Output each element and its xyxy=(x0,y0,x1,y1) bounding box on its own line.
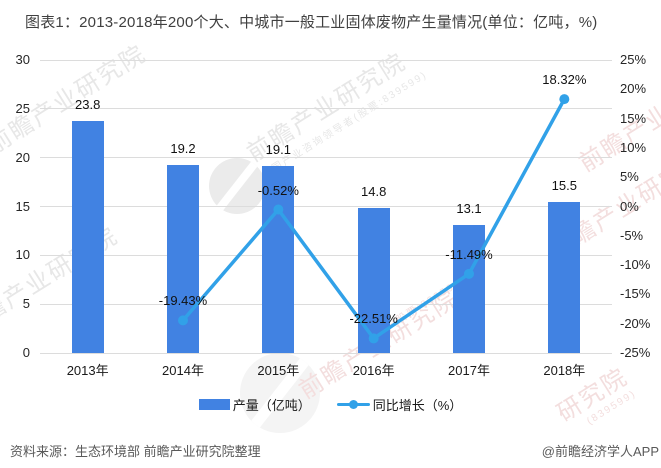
chart-title: 图表1：2013-2018年200个大、中城市一般工业固体废物产生量情况(单位：… xyxy=(25,14,598,31)
y-axis-left-tick: 20 xyxy=(15,149,30,165)
legend-label-growth: 同比增长（%） xyxy=(372,398,463,413)
y-axis-right-tick: 20% xyxy=(620,81,647,97)
bar-2014年 xyxy=(167,165,199,353)
y-axis-left-tick: 30 xyxy=(15,52,30,67)
grid-line xyxy=(40,254,612,256)
legend-item-growth: 同比增长（%） xyxy=(336,395,463,414)
line-value-label: 18.32% xyxy=(542,72,587,88)
bar-2016年 xyxy=(357,208,390,353)
grid-line xyxy=(40,303,612,305)
line-series-swatch xyxy=(336,399,370,410)
y-axis-right-tick: 5% xyxy=(620,169,639,185)
credit-note: @前瞻经济学人APP xyxy=(541,444,659,459)
bar-value-label: 15.5 xyxy=(551,177,577,193)
y-axis-right-tick: 15% xyxy=(620,110,647,126)
bar-value-label: 23.8 xyxy=(75,96,101,112)
y-axis-right-tick: 10% xyxy=(620,139,647,155)
legend-item-production: 产量（亿吨） xyxy=(198,395,311,414)
y-axis-right-tick: -5% xyxy=(620,227,644,243)
y-axis-right-tick: -20% xyxy=(620,315,651,331)
grid-line xyxy=(40,206,612,207)
bar-value-label: 19.1 xyxy=(265,142,291,158)
grid-line xyxy=(40,352,612,354)
x-axis-tick: 2016年 xyxy=(352,363,395,378)
bar-series-swatch xyxy=(198,399,230,410)
y-axis-right-tick: 25% xyxy=(620,52,647,67)
x-axis-tick: 2017年 xyxy=(448,363,490,378)
grid-line xyxy=(40,157,612,159)
bar-value-label: 13.1 xyxy=(456,201,482,217)
y-axis-left-tick: 15 xyxy=(15,198,30,214)
bar-2018年 xyxy=(548,201,581,353)
bar-2013年 xyxy=(71,120,104,353)
line-value-label: -11.49% xyxy=(445,246,493,262)
y-axis-left-tick: 10 xyxy=(15,247,30,263)
line-value-label: -22.51% xyxy=(349,311,398,327)
x-axis-tick: 2018年 xyxy=(543,363,586,378)
bar-value-label: 14.8 xyxy=(361,184,387,200)
x-axis-tick: 2015年 xyxy=(257,363,300,378)
y-axis-right-tick: -15% xyxy=(620,286,651,302)
y-axis-left-tick: 25 xyxy=(15,100,30,116)
bar-2017年 xyxy=(453,225,485,353)
bar-value-label: 19.2 xyxy=(170,141,196,157)
y-axis-left-tick: 5 xyxy=(22,296,30,312)
x-axis-tick: 2014年 xyxy=(162,363,204,378)
y-axis-right-tick: -25% xyxy=(620,345,651,360)
y-axis-left-tick: 0 xyxy=(22,345,30,360)
grid-line xyxy=(40,59,612,61)
y-axis-right-tick: 0% xyxy=(620,198,639,214)
line-value-label: -0.52% xyxy=(257,182,299,198)
data-source-note: 资料来源：生态环境部 前瞻产业研究院整理 xyxy=(10,444,261,459)
legend-label-production: 产量（亿吨） xyxy=(232,398,311,413)
x-axis-tick: 2013年 xyxy=(66,363,109,378)
legend: 产量（亿吨） 同比增长（%） xyxy=(0,395,661,414)
y-axis-right-tick: -10% xyxy=(620,257,651,273)
line-value-label: -19.43% xyxy=(158,293,208,309)
